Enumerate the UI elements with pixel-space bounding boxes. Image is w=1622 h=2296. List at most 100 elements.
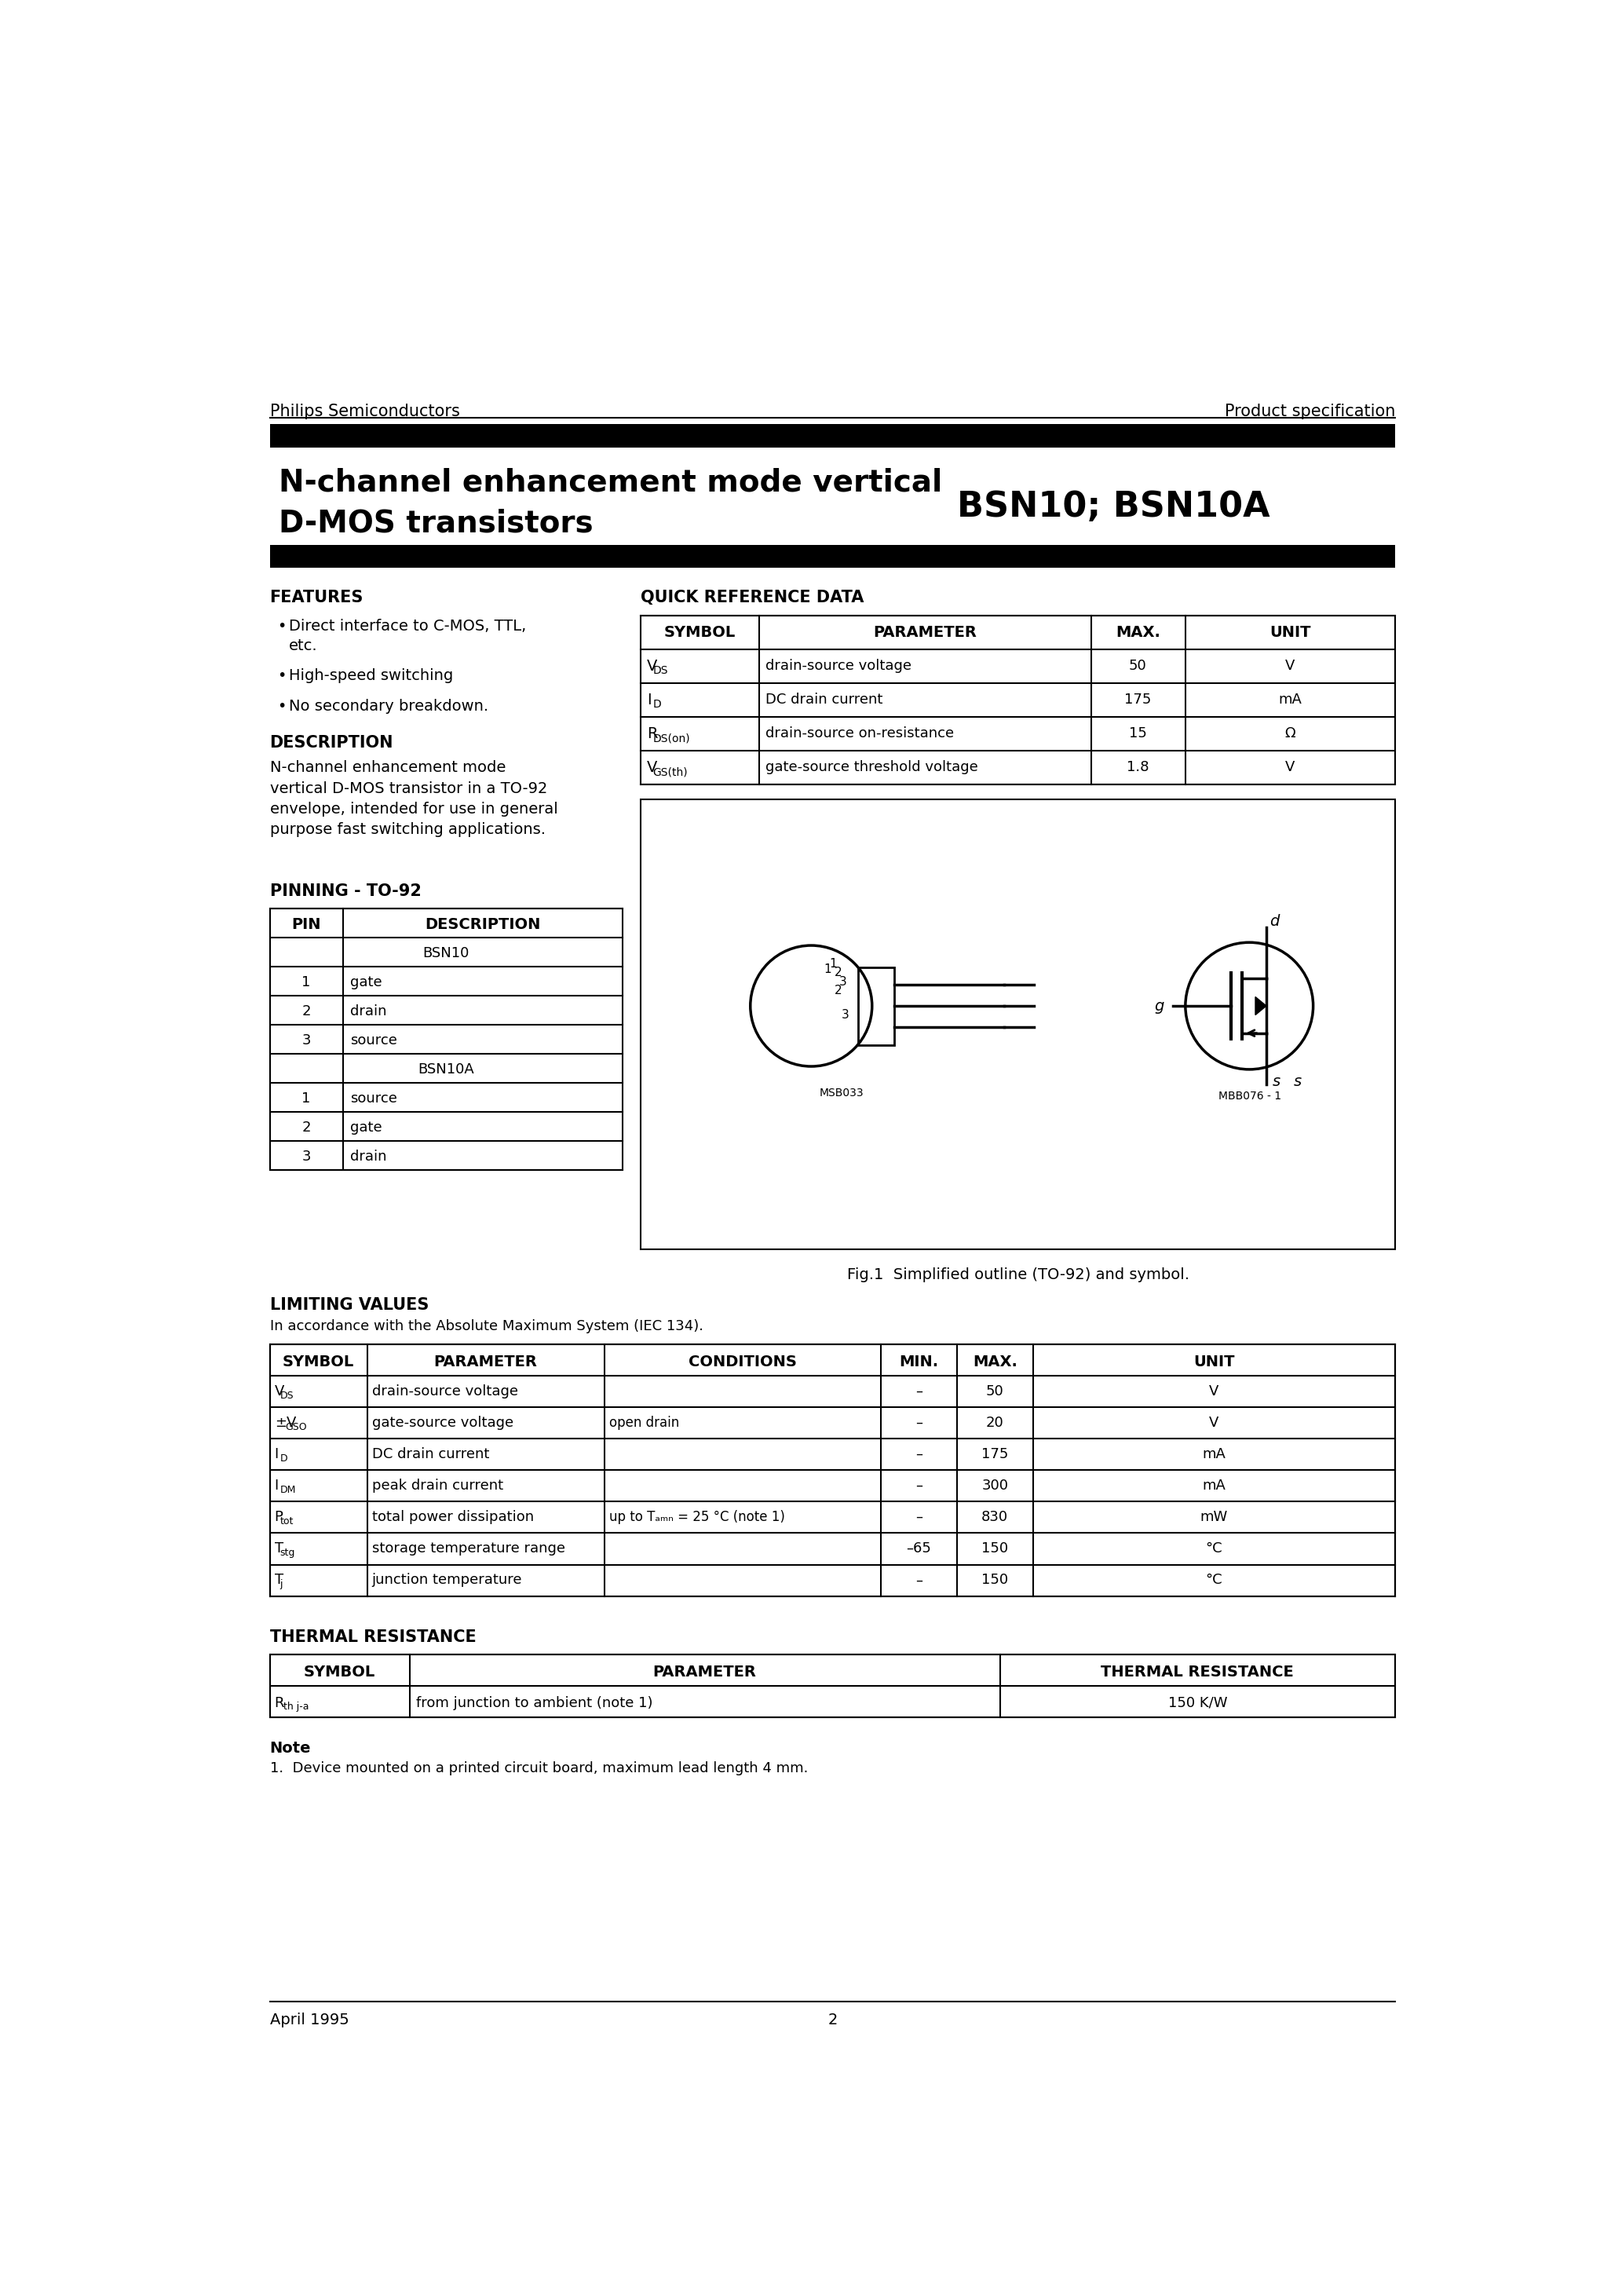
Text: High-speed switching: High-speed switching [289,668,454,684]
Text: MIN.: MIN. [899,1355,939,1368]
Text: SYMBOL: SYMBOL [282,1355,354,1368]
Text: BSN10: BSN10 [423,946,469,960]
Text: •: • [277,698,285,714]
Text: MBB076 - 1: MBB076 - 1 [1218,1091,1281,1102]
Text: R: R [274,1697,284,1711]
Text: In accordance with the Absolute Maximum System (IEC 134).: In accordance with the Absolute Maximum … [269,1320,702,1334]
Text: 15: 15 [1129,726,1147,742]
Text: Ω: Ω [1285,726,1296,742]
Text: 1.8: 1.8 [1127,760,1148,774]
Text: BSN10; BSN10A: BSN10; BSN10A [957,489,1270,523]
Text: drain-source voltage: drain-source voltage [766,659,912,673]
Text: 3: 3 [839,976,847,987]
Text: 3: 3 [842,1008,850,1022]
Text: s: s [1272,1075,1280,1088]
Text: PIN: PIN [292,916,321,932]
Text: envelope, intended for use in general: envelope, intended for use in general [269,801,558,817]
Text: SYMBOL: SYMBOL [303,1665,375,1678]
Text: I: I [274,1479,279,1492]
Text: THERMAL RESISTANCE: THERMAL RESISTANCE [1101,1665,1294,1678]
Text: –65: –65 [907,1541,931,1557]
Text: DC drain current: DC drain current [766,693,882,707]
Text: MAX.: MAX. [973,1355,1017,1368]
Text: 1.  Device mounted on a printed circuit board, maximum lead length 4 mm.: 1. Device mounted on a printed circuit b… [269,1761,808,1775]
Text: drain: drain [350,1003,386,1017]
Text: th j-a: th j-a [284,1701,308,1713]
Text: ±V: ±V [274,1417,297,1430]
Text: 2: 2 [827,2014,837,2027]
Text: 300: 300 [981,1479,1009,1492]
Polygon shape [1255,996,1267,1015]
Text: April 1995: April 1995 [269,2014,349,2027]
Text: UNIT: UNIT [1194,1355,1234,1368]
Text: drain: drain [350,1150,386,1164]
Text: QUICK REFERENCE DATA: QUICK REFERENCE DATA [641,590,865,606]
Text: 3: 3 [302,1033,311,1047]
Text: LIMITING VALUES: LIMITING VALUES [269,1297,428,1313]
Text: purpose fast switching applications.: purpose fast switching applications. [269,822,545,838]
Text: peak drain current: peak drain current [371,1479,503,1492]
Text: Product specification: Product specification [1225,404,1395,420]
Text: N-channel enhancement mode vertical: N-channel enhancement mode vertical [279,468,942,498]
Text: 175: 175 [1124,693,1152,707]
Text: –: – [915,1446,923,1463]
Text: FEATURES: FEATURES [269,590,363,606]
Text: 175: 175 [981,1446,1009,1463]
Text: gate-source threshold voltage: gate-source threshold voltage [766,760,978,774]
Text: V: V [647,659,657,673]
Text: –: – [915,1573,923,1587]
Text: BSN10A: BSN10A [418,1063,474,1077]
Text: drain-source voltage: drain-source voltage [371,1384,517,1398]
Text: 1: 1 [302,1091,311,1104]
Text: DC drain current: DC drain current [371,1446,490,1463]
Text: DESCRIPTION: DESCRIPTION [269,735,393,751]
Text: stg: stg [281,1548,295,1559]
Text: DM: DM [281,1486,297,1495]
Text: V: V [1208,1384,1218,1398]
Text: 2: 2 [302,1120,311,1134]
Text: g: g [1155,999,1165,1013]
Text: source: source [350,1091,397,1104]
Text: source: source [350,1033,397,1047]
Text: 2: 2 [835,967,842,978]
Text: junction temperature: junction temperature [371,1573,522,1587]
Text: THERMAL RESISTANCE: THERMAL RESISTANCE [269,1630,475,1644]
Text: Fig.1  Simplified outline (TO-92) and symbol.: Fig.1 Simplified outline (TO-92) and sym… [847,1267,1189,1281]
Text: mA: mA [1278,693,1302,707]
Text: •: • [277,620,285,634]
Text: 2: 2 [302,1003,311,1017]
Text: PARAMETER: PARAMETER [435,1355,537,1368]
Text: Philips Semiconductors: Philips Semiconductors [269,404,459,420]
Text: V: V [1208,1417,1218,1430]
Text: 50: 50 [986,1384,1004,1398]
Text: gate: gate [350,1120,381,1134]
Text: D: D [281,1453,287,1463]
Text: mW: mW [1200,1511,1228,1525]
Text: DS: DS [281,1391,294,1401]
Text: up to Tₐₘₙ = 25 °C (note 1): up to Tₐₘₙ = 25 °C (note 1) [610,1511,785,1525]
Text: I: I [274,1446,279,1463]
Text: MSB033: MSB033 [819,1088,865,1097]
Text: V: V [1285,760,1294,774]
Text: 1: 1 [824,964,830,976]
Bar [269,1655,1395,1717]
Text: 50: 50 [1129,659,1147,673]
Text: –: – [915,1384,923,1398]
Text: 150: 150 [981,1541,1009,1557]
Text: GSO: GSO [285,1421,307,1433]
Text: –: – [915,1479,923,1492]
Text: °C: °C [1205,1541,1223,1557]
Text: from junction to ambient (note 1): from junction to ambient (note 1) [415,1697,652,1711]
Text: open drain: open drain [610,1417,680,1430]
Text: DESCRIPTION: DESCRIPTION [425,916,540,932]
Text: 150: 150 [981,1573,1009,1587]
Text: V: V [274,1384,284,1398]
Text: Note: Note [269,1740,311,1756]
Text: etc.: etc. [289,638,318,654]
Bar [269,425,1395,448]
Bar [269,909,623,1169]
Text: 3: 3 [302,1150,311,1164]
Text: UNIT: UNIT [1270,625,1311,641]
Text: DS: DS [654,666,668,675]
Text: PARAMETER: PARAMETER [873,625,976,641]
